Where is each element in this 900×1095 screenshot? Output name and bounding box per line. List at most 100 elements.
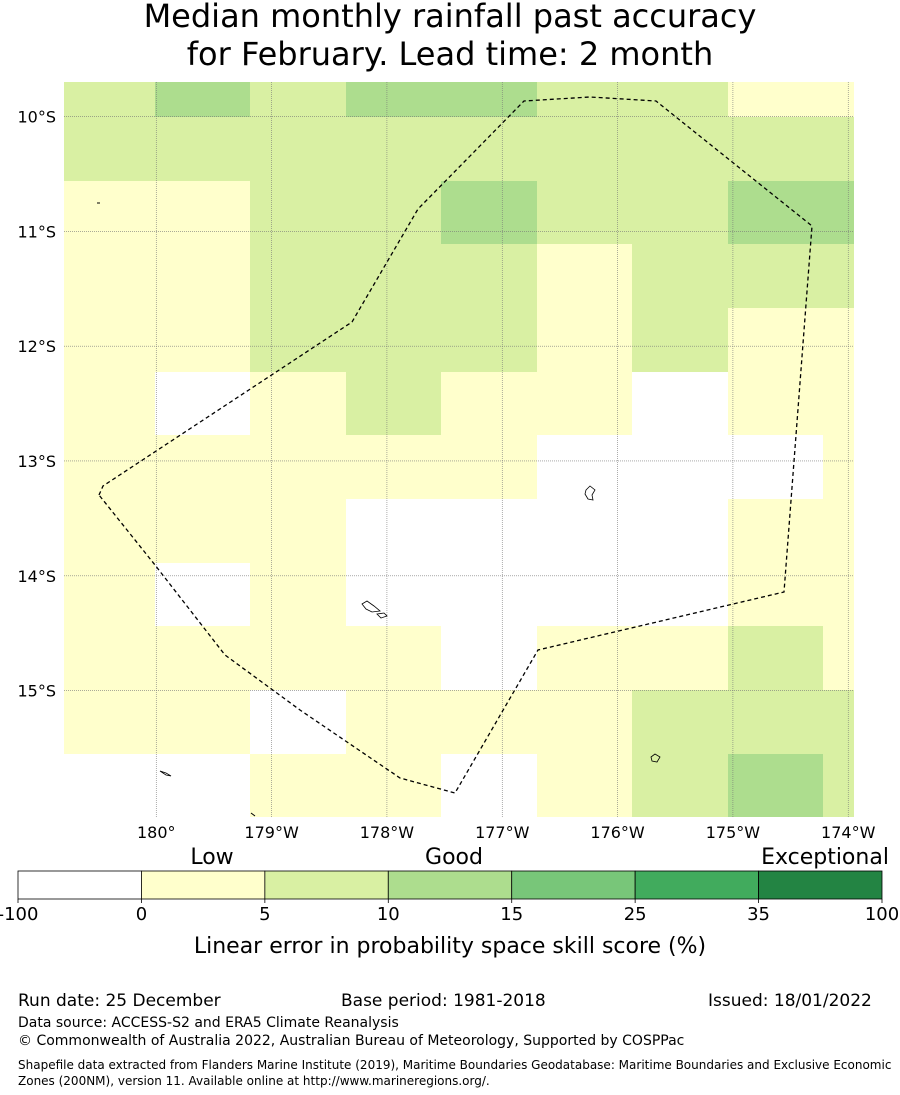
skill-cell bbox=[728, 690, 823, 754]
colorbar-axis-label: Linear error in probability space skill … bbox=[194, 934, 706, 959]
skill-cell bbox=[250, 626, 346, 690]
skill-cell bbox=[64, 626, 155, 690]
lon-tick-label: 177°W bbox=[475, 823, 530, 842]
colorbar-segment bbox=[511, 870, 636, 900]
skill-cell bbox=[155, 435, 250, 499]
lon-tick-label: 176°W bbox=[590, 823, 645, 842]
colorbar-segment bbox=[141, 870, 266, 900]
skill-cell bbox=[441, 499, 537, 563]
skill-cell bbox=[537, 435, 632, 499]
skill-cell bbox=[64, 308, 155, 372]
colorbar-category-label: Exceptional bbox=[761, 845, 889, 870]
lat-tick-label: 15°S bbox=[17, 682, 56, 701]
skill-cell bbox=[346, 117, 441, 181]
skill-cell bbox=[250, 308, 346, 372]
skill-cell bbox=[537, 754, 632, 817]
skill-cell bbox=[537, 244, 632, 308]
skill-cell bbox=[250, 563, 346, 626]
island bbox=[361, 600, 381, 613]
skill-cell bbox=[823, 754, 854, 817]
skill-cell bbox=[632, 563, 728, 626]
colorbar-segment bbox=[758, 870, 883, 900]
skill-cell bbox=[823, 244, 854, 308]
lat-tick-label: 10°S bbox=[17, 107, 56, 126]
skill-cell bbox=[250, 117, 346, 181]
colorbar-tick-label: 15 bbox=[500, 904, 523, 925]
island bbox=[250, 812, 256, 817]
skill-cell bbox=[728, 435, 823, 499]
skill-cell bbox=[346, 181, 441, 244]
map-axis-labels: 10°S 11°S 12°S 13°S 14°S 15°S 180° 179°W 178°W 17… bbox=[17, 107, 875, 842]
lat-tick-label: 12°S bbox=[17, 337, 56, 356]
base-period: Base period: 1981-2018 bbox=[341, 991, 546, 1011]
skill-cell bbox=[155, 499, 250, 563]
skill-cell bbox=[346, 626, 441, 690]
colorbar-tick-label: 0 bbox=[136, 904, 147, 925]
lat-tick-label: 11°S bbox=[17, 222, 56, 241]
skill-cell bbox=[823, 82, 854, 117]
skill-cell bbox=[64, 690, 155, 754]
skill-cell bbox=[632, 82, 728, 117]
skill-cell bbox=[155, 82, 250, 117]
skill-cell bbox=[250, 372, 346, 435]
skill-cell bbox=[64, 754, 155, 817]
skill-cell bbox=[441, 82, 537, 117]
skill-cell bbox=[441, 244, 537, 308]
skill-cell bbox=[250, 181, 346, 244]
skill-cell bbox=[250, 690, 346, 754]
skill-cell bbox=[537, 499, 632, 563]
skill-cell bbox=[441, 754, 537, 817]
island bbox=[376, 612, 388, 619]
skill-cell bbox=[155, 626, 250, 690]
skill-cell bbox=[250, 754, 346, 817]
skill-cell bbox=[823, 563, 854, 626]
skill-cell bbox=[537, 626, 632, 690]
skill-cell bbox=[155, 308, 250, 372]
island bbox=[159, 770, 172, 777]
skill-cell bbox=[823, 435, 854, 499]
colorbar: -100 0 5 10 15 25 35 100 Low Good Exceptional Linea… bbox=[0, 845, 899, 959]
skill-cell bbox=[632, 117, 728, 181]
run-date: Run date: 25 December bbox=[18, 991, 221, 1011]
skill-cell bbox=[441, 181, 537, 244]
colorbar-segment bbox=[264, 870, 389, 900]
skill-cell bbox=[346, 308, 441, 372]
skill-cell bbox=[346, 499, 441, 563]
skill-cell bbox=[441, 626, 537, 690]
skill-cell bbox=[64, 117, 155, 181]
skill-cell bbox=[823, 626, 854, 690]
skill-cell bbox=[64, 82, 155, 117]
skill-cell bbox=[64, 499, 155, 563]
skill-cell bbox=[537, 690, 632, 754]
skill-cell bbox=[823, 499, 854, 563]
skill-cell bbox=[250, 435, 346, 499]
islands bbox=[97, 202, 661, 817]
colorbar-segment bbox=[17, 870, 142, 900]
skill-cell bbox=[632, 308, 728, 372]
skill-cell bbox=[346, 435, 441, 499]
skill-cell bbox=[155, 563, 250, 626]
skill-cell bbox=[632, 372, 728, 435]
colorbar-tick-label: 100 bbox=[865, 904, 899, 925]
lon-tick-label: 175°W bbox=[706, 823, 761, 842]
skill-cell bbox=[728, 499, 823, 563]
skill-cell bbox=[346, 690, 441, 754]
skill-cell bbox=[441, 117, 537, 181]
skill-cell bbox=[64, 181, 155, 244]
lon-tick-label: 179°W bbox=[244, 823, 299, 842]
skill-cell bbox=[250, 244, 346, 308]
eez-boundary-line bbox=[98, 96, 813, 794]
lat-tick-label: 14°S bbox=[17, 567, 56, 586]
colorbar-category-label: Low bbox=[190, 845, 233, 870]
skill-cell bbox=[155, 181, 250, 244]
colorbar-category-label: Good bbox=[425, 845, 483, 870]
skill-cell bbox=[728, 372, 823, 435]
map-title-line-2: for February. Lead time: 2 month bbox=[186, 35, 714, 73]
skill-cell bbox=[728, 181, 823, 244]
graticule bbox=[64, 82, 854, 817]
lat-tick-label: 13°S bbox=[17, 452, 56, 471]
shapefile-note: Shapefile data extracted from Flanders M… bbox=[18, 1058, 892, 1088]
colorbar-tick-label: -100 bbox=[0, 904, 38, 925]
colorbar-tick-label: 5 bbox=[259, 904, 270, 925]
skill-cell bbox=[632, 690, 728, 754]
